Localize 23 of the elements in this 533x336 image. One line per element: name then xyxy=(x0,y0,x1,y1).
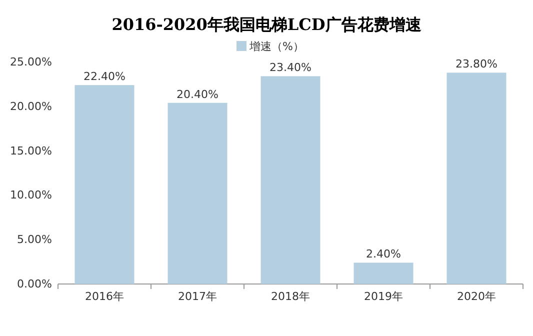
x-tick-label: 2016年 xyxy=(85,290,124,303)
x-tick-label: 2017年 xyxy=(178,290,217,303)
data-label: 2.40% xyxy=(366,248,401,261)
y-tick-label: 0.00% xyxy=(17,278,52,291)
chart-title: 2016-2020年我国电梯LCD广告花费增速 xyxy=(112,15,422,34)
y-tick-label: 20.00% xyxy=(10,100,52,113)
x-tick-label: 2018年 xyxy=(271,290,310,303)
data-label: 22.40% xyxy=(84,70,126,84)
bar xyxy=(260,76,320,284)
x-tick-label: 2020年 xyxy=(457,290,496,303)
bar xyxy=(74,85,134,284)
y-tick-label: 15.00% xyxy=(10,144,52,158)
data-label: 23.40% xyxy=(270,61,312,74)
data-label: 20.40% xyxy=(176,88,218,101)
x-tick-label: 2019年 xyxy=(364,290,403,303)
bar xyxy=(446,72,506,284)
data-label: 23.80% xyxy=(456,58,498,71)
y-tick-label: 25.00% xyxy=(10,56,52,69)
bar xyxy=(354,262,414,284)
y-tick-label: 5.00% xyxy=(17,233,52,246)
bar xyxy=(168,102,228,284)
legend-label: 增速（%） xyxy=(248,40,304,53)
y-tick-label: 10.00% xyxy=(10,188,52,202)
